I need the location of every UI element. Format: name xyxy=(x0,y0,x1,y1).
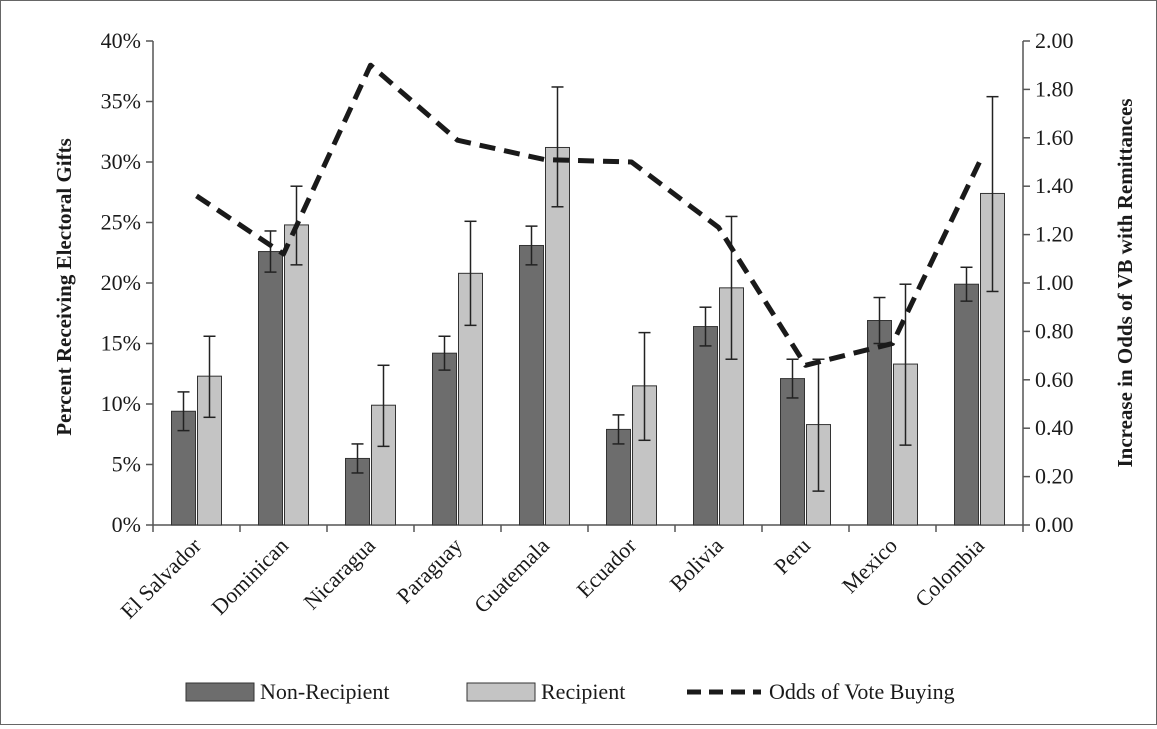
bar-non-recipient xyxy=(432,352,457,526)
bar-non-recipient xyxy=(867,320,892,526)
legend-swatch-non-recipient xyxy=(185,682,255,702)
bar-non-recipient xyxy=(780,378,805,526)
y-tick-label-right: 0.00 xyxy=(1035,512,1074,537)
bar-non-recipient xyxy=(954,283,979,526)
y-tick-label-right: 1.20 xyxy=(1035,222,1074,247)
left-axis: 0% 5% 10% 15% 20% 25% 30% 35% 40% xyxy=(101,28,1023,537)
bar-non-recipient xyxy=(693,326,718,526)
y-tick-label-left: 35% xyxy=(101,89,141,114)
y-tick-label-right: 0.40 xyxy=(1035,415,1074,440)
legend-label-recipient: Recipient xyxy=(541,679,625,704)
y-tick-label-right: 1.40 xyxy=(1035,173,1074,198)
x-category-label: Mexico xyxy=(837,533,902,598)
y-tick-label-right: 1.80 xyxy=(1035,76,1074,101)
y-axis-title-left: Percent Receiving Electoral Gifts xyxy=(52,138,76,436)
y-tick-label-right: 0.20 xyxy=(1035,464,1074,489)
legend-label-odds: Odds of Vote Buying xyxy=(769,679,955,704)
y-tick-label-right: 0.80 xyxy=(1035,318,1074,343)
error-bars-group xyxy=(177,86,999,492)
y-tick-label-left: 15% xyxy=(101,331,141,356)
y-tick-label-left: 0% xyxy=(112,512,141,537)
y-tick-label-left: 5% xyxy=(112,452,141,477)
y-tick-label-right: 1.60 xyxy=(1035,125,1074,150)
category-labels: El Salvador Dominican Nicaragua Paraguay Gua… xyxy=(115,525,1024,624)
y-tick-label-left: 20% xyxy=(101,270,141,295)
x-category-label: El Salvador xyxy=(115,532,206,623)
bar-recipient xyxy=(284,224,309,526)
legend-swatch-recipient xyxy=(466,682,536,702)
y-tick-label-left: 10% xyxy=(101,391,141,416)
legend: Non-Recipient Recipient Odds of Vote Buy… xyxy=(185,679,955,704)
y-tick-label-left: 25% xyxy=(101,210,141,235)
x-category-label: Paraguay xyxy=(391,533,467,609)
bar-non-recipient xyxy=(258,251,283,526)
x-category-label: Ecuador xyxy=(572,532,642,602)
y-tick-label-right: 2.00 xyxy=(1035,28,1074,53)
x-category-label: Guatemala xyxy=(469,533,554,618)
y-tick-label-left: 30% xyxy=(101,149,141,174)
right-axis: 0.00 0.20 0.40 0.60 0.80 1.00 1.20 1.40 1.60 1.80… xyxy=(1022,28,1074,537)
y-tick-label-right: 1.00 xyxy=(1035,270,1074,295)
bar-non-recipient xyxy=(606,428,631,526)
y-tick-label-left: 40% xyxy=(101,28,141,53)
y-axis-title-right: Increase in Odds of VB with Remittances xyxy=(1113,98,1137,467)
x-category-label: Peru xyxy=(769,533,815,579)
bar-non-recipient xyxy=(519,244,544,526)
legend-label-non-recipient: Non-Recipient xyxy=(260,679,390,704)
x-category-label: Nicaragua xyxy=(298,533,380,615)
x-category-label: Colombia xyxy=(910,533,989,612)
odds-line xyxy=(195,62,982,368)
x-category-label: Bolivia xyxy=(665,533,729,597)
y-tick-label-right: 0.60 xyxy=(1035,367,1074,392)
odds-line-group xyxy=(195,62,982,368)
x-category-label: Dominican xyxy=(206,533,293,620)
